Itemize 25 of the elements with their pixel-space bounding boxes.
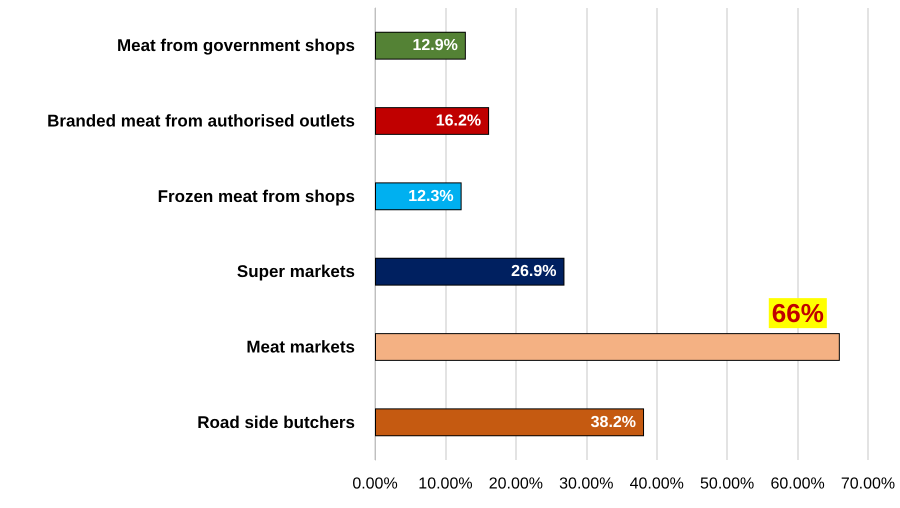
y-tick-label: Road side butchers — [197, 412, 355, 432]
y-tick-label: Super markets — [236, 262, 355, 282]
x-tick-label: 20.00% — [488, 476, 543, 492]
bar — [375, 258, 564, 286]
x-tick-label: 0.00% — [352, 476, 398, 492]
bar — [375, 107, 490, 135]
data-label: 12.9% — [412, 37, 458, 54]
bar — [375, 333, 840, 361]
data-label: 12.3% — [408, 188, 454, 205]
bar — [375, 32, 466, 60]
x-tick-label: 50.00% — [700, 476, 754, 492]
y-tick-label: Frozen meat from shops — [158, 186, 355, 206]
data-label: 26.9% — [511, 263, 556, 280]
y-tick-label: Branded meat from authorised outlets — [47, 112, 355, 130]
bar — [375, 408, 644, 436]
data-label: 38.2% — [590, 414, 636, 431]
x-tick-label: 30.00% — [559, 476, 614, 492]
x-tick-label: 10.00% — [418, 476, 473, 492]
data-label: 16.2% — [436, 112, 482, 130]
x-tick-label: 70.00% — [840, 476, 896, 492]
y-tick-label: Meat markets — [246, 338, 355, 356]
data-label: 66% — [772, 298, 824, 328]
x-tick-label: 40.00% — [630, 476, 684, 492]
x-tick-label: 60.00% — [770, 476, 825, 492]
y-tick-label: Meat from government shops — [116, 36, 355, 56]
